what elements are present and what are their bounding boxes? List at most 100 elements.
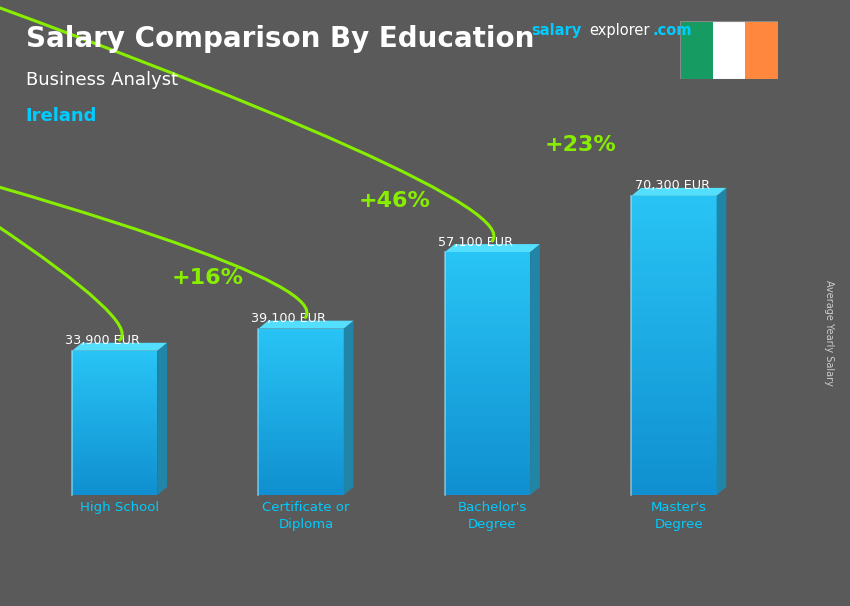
Polygon shape (632, 450, 717, 455)
Polygon shape (72, 447, 157, 449)
Polygon shape (343, 321, 354, 495)
Polygon shape (258, 390, 343, 393)
Polygon shape (258, 418, 343, 420)
Polygon shape (258, 331, 343, 334)
Polygon shape (72, 384, 157, 387)
Polygon shape (72, 353, 157, 356)
Polygon shape (445, 361, 530, 365)
Polygon shape (632, 316, 717, 321)
Polygon shape (445, 418, 530, 422)
Polygon shape (258, 404, 343, 406)
Polygon shape (445, 325, 530, 329)
Polygon shape (632, 470, 717, 475)
Polygon shape (445, 406, 530, 410)
Polygon shape (72, 418, 157, 421)
Polygon shape (72, 442, 157, 445)
Text: High School: High School (80, 501, 159, 514)
Polygon shape (445, 345, 530, 349)
Polygon shape (258, 490, 343, 492)
Polygon shape (258, 384, 343, 387)
Polygon shape (632, 226, 717, 231)
Polygon shape (72, 454, 157, 456)
Polygon shape (632, 305, 717, 310)
Polygon shape (445, 462, 530, 467)
Polygon shape (72, 401, 157, 404)
Polygon shape (72, 389, 157, 391)
Polygon shape (258, 353, 343, 356)
Polygon shape (258, 356, 343, 359)
Polygon shape (72, 435, 157, 438)
Polygon shape (445, 321, 530, 325)
Polygon shape (445, 317, 530, 321)
Polygon shape (72, 391, 157, 394)
Polygon shape (445, 438, 530, 442)
Polygon shape (632, 490, 717, 495)
Polygon shape (72, 440, 157, 442)
Polygon shape (632, 460, 717, 465)
Polygon shape (445, 385, 530, 390)
Text: explorer: explorer (589, 23, 649, 38)
Polygon shape (530, 244, 540, 495)
Polygon shape (258, 442, 343, 445)
Polygon shape (632, 241, 717, 245)
Polygon shape (445, 414, 530, 418)
Polygon shape (72, 361, 157, 363)
Polygon shape (445, 454, 530, 459)
Text: +23%: +23% (545, 135, 616, 155)
Polygon shape (632, 401, 717, 405)
Polygon shape (72, 451, 157, 454)
Polygon shape (632, 256, 717, 261)
Text: 70,300 EUR: 70,300 EUR (635, 179, 710, 193)
Polygon shape (632, 361, 717, 365)
Polygon shape (632, 410, 717, 415)
Polygon shape (72, 428, 157, 430)
Polygon shape (632, 381, 717, 385)
Text: 33,900 EUR: 33,900 EUR (65, 335, 139, 347)
Polygon shape (258, 395, 343, 398)
Polygon shape (445, 422, 530, 426)
Polygon shape (72, 483, 157, 485)
Polygon shape (632, 325, 717, 330)
Polygon shape (72, 459, 157, 461)
Polygon shape (72, 363, 157, 365)
Polygon shape (258, 362, 343, 365)
Polygon shape (258, 456, 343, 459)
Polygon shape (258, 342, 343, 345)
Polygon shape (445, 358, 530, 361)
Polygon shape (258, 478, 343, 481)
Polygon shape (72, 425, 157, 428)
Polygon shape (258, 423, 343, 425)
Polygon shape (445, 467, 530, 471)
Polygon shape (632, 216, 717, 221)
Polygon shape (258, 334, 343, 337)
Text: salary: salary (531, 23, 581, 38)
Polygon shape (445, 471, 530, 474)
Polygon shape (632, 440, 717, 445)
Polygon shape (72, 370, 157, 372)
Polygon shape (445, 442, 530, 447)
Polygon shape (632, 285, 717, 291)
Polygon shape (445, 296, 530, 301)
Polygon shape (72, 394, 157, 396)
Text: Business Analyst: Business Analyst (26, 71, 178, 89)
Polygon shape (72, 399, 157, 401)
Text: Average Yearly Salary: Average Yearly Salary (824, 281, 834, 386)
Polygon shape (72, 404, 157, 406)
Polygon shape (445, 459, 530, 462)
Polygon shape (632, 188, 727, 196)
Polygon shape (632, 310, 717, 316)
Polygon shape (445, 479, 530, 483)
Polygon shape (445, 487, 530, 491)
Text: Salary Comparison By Education: Salary Comparison By Education (26, 25, 534, 53)
Polygon shape (445, 256, 530, 260)
Polygon shape (445, 435, 530, 438)
Polygon shape (258, 473, 343, 476)
Polygon shape (258, 476, 343, 478)
Polygon shape (632, 296, 717, 301)
Polygon shape (258, 428, 343, 431)
Polygon shape (72, 396, 157, 399)
Polygon shape (72, 490, 157, 493)
Polygon shape (632, 231, 717, 236)
Polygon shape (72, 387, 157, 389)
Polygon shape (72, 375, 157, 377)
